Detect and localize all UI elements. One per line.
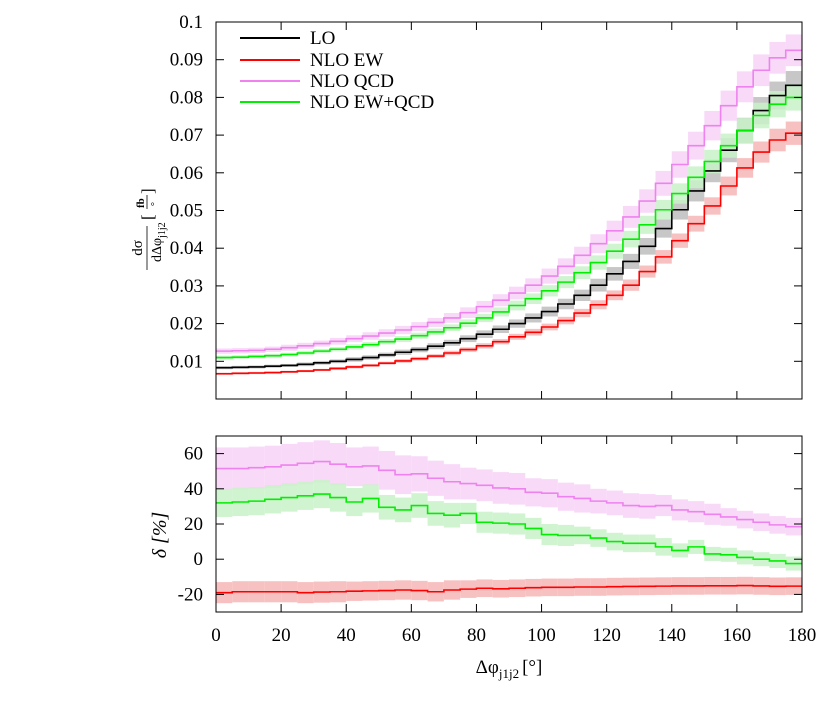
bottom-y-tick-label-3: 40 bbox=[184, 479, 203, 500]
bottom-line-nlo-qcd bbox=[216, 460, 802, 528]
x-tick-label-100: 100 bbox=[527, 625, 556, 646]
bottom-y-tick-label-0: -20 bbox=[178, 584, 203, 605]
top-line-lo bbox=[216, 84, 802, 369]
legend-label-nlo-qcd: NLO QCD bbox=[310, 71, 394, 92]
legend-label-nlo-ew: NLO EW bbox=[310, 50, 383, 71]
bottom-line-nlo-ew bbox=[216, 584, 802, 594]
bottom-y-tick-label-4: 60 bbox=[184, 444, 203, 465]
bottom-y-tick-label-2: 20 bbox=[184, 514, 203, 535]
top-line-nlo-ew bbox=[216, 132, 802, 375]
top-y-tick-label-1: 0.02 bbox=[170, 314, 203, 335]
top-line-nlo-ew-qcd bbox=[216, 96, 802, 359]
x-tick-label-20: 20 bbox=[272, 625, 291, 646]
bottom-panel: 0 20 40 60 80 100 120 140 160 180 -20 0 20 40 60 δ [%]… bbox=[149, 435, 817, 681]
legend: LO NLO EW NLO QCD NLO EW+QCD bbox=[240, 28, 434, 113]
x-tick-label-180: 180 bbox=[788, 625, 817, 646]
y-label-unit-denominator: ° bbox=[150, 202, 161, 206]
x-tick-label-60: 60 bbox=[402, 625, 421, 646]
bottom-y-axis-label: δ [%] bbox=[149, 512, 171, 559]
legend-label-lo: LO bbox=[310, 28, 335, 49]
y-label-open-bracket: [ bbox=[138, 214, 157, 220]
x-tick-label-140: 140 bbox=[658, 625, 687, 646]
bottom-series-lines bbox=[216, 460, 802, 594]
top-y-tick-label-0: 0.01 bbox=[170, 351, 203, 372]
y-label-close-bracket: ] bbox=[138, 188, 157, 194]
top-y-tick-label-2: 0.03 bbox=[170, 276, 203, 297]
bottom-y-tick-label-1: 0 bbox=[194, 549, 204, 570]
x-tick-label-160: 160 bbox=[723, 625, 752, 646]
y-label-numerator: dσ bbox=[130, 240, 146, 256]
y-label-unit-numerator: fb bbox=[135, 198, 147, 208]
bottom-axis-ticks: 0 20 40 60 80 100 120 140 160 180 -20 0 20 40 60 bbox=[178, 436, 817, 646]
y-label-denominator: dΔφj1j2 bbox=[150, 222, 168, 262]
top-y-tick-label-9: 0.1 bbox=[179, 12, 203, 33]
bottom-line-nlo-ew-qcd bbox=[216, 493, 802, 565]
x-axis-label: Δφj1j2 [°] bbox=[476, 657, 543, 681]
top-y-tick-label-4: 0.05 bbox=[170, 201, 203, 222]
top-panel: 0.010.020.030.040.050.060.070.080.090.1 … bbox=[130, 12, 803, 400]
x-tick-label-80: 80 bbox=[467, 625, 486, 646]
x-tick-label-40: 40 bbox=[337, 625, 356, 646]
top-y-axis-label: dσ dΔφj1j2 [ fb ° ] bbox=[130, 188, 168, 270]
top-line-nlo-qcd bbox=[216, 49, 802, 352]
top-axis-ticks: 0.01 0.02 0.03 0.04 0.05 0.06 0.07 0.08 0.09 0.1 bbox=[170, 12, 803, 399]
x-tick-label-0: 0 bbox=[211, 625, 221, 646]
top-y-tick-label-7: 0.08 bbox=[170, 87, 203, 108]
top-y-tick-label-8: 0.09 bbox=[170, 50, 203, 71]
top-y-tick-label-5: 0.06 bbox=[170, 163, 203, 184]
x-tick-label-120: 120 bbox=[592, 625, 621, 646]
bottom-uncertainty-bands bbox=[216, 440, 802, 604]
top-y-tick-label-6: 0.07 bbox=[170, 125, 203, 146]
legend-label-nlo-ew-qcd: NLO EW+QCD bbox=[310, 92, 434, 113]
top-series-lines bbox=[216, 49, 802, 375]
top-y-tick-label-3: 0.04 bbox=[170, 238, 204, 259]
